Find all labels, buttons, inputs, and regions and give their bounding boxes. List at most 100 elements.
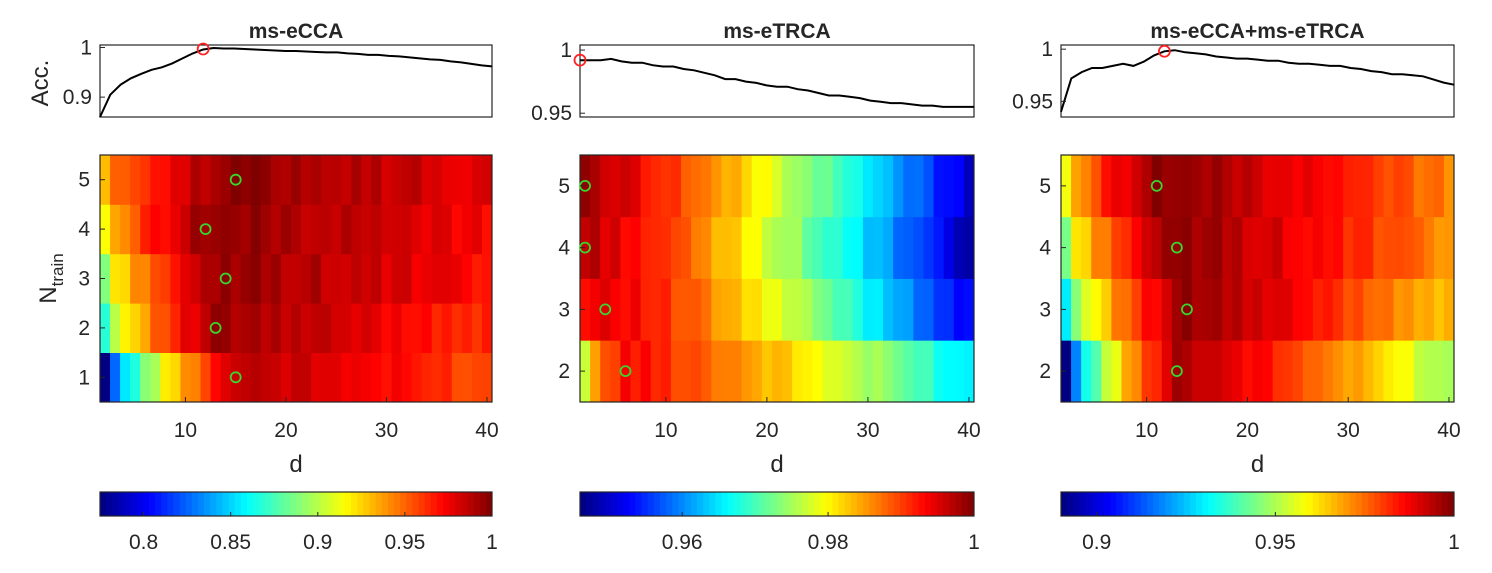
heatmap-cell xyxy=(180,352,191,403)
colorbar-swatch xyxy=(777,492,784,516)
colorbar-swatch xyxy=(826,492,833,516)
colorbar-swatch xyxy=(875,492,883,516)
heatmap-cell xyxy=(100,352,111,403)
heatmap-cell xyxy=(792,155,803,218)
heatmap-cell xyxy=(1121,278,1132,341)
heatmap-cell xyxy=(371,204,382,255)
heatmap-cell xyxy=(842,278,854,341)
heatmap-cell xyxy=(1252,216,1263,279)
x-axis-label: d xyxy=(1251,451,1264,478)
heatmap-cell xyxy=(872,155,884,218)
heatmap-cell xyxy=(451,204,463,255)
heatmap-cell xyxy=(130,253,141,304)
colorbar-tick-label: 0.95 xyxy=(1255,531,1296,554)
heatmap-cell xyxy=(842,155,854,218)
heatmap-cell xyxy=(290,155,302,205)
accuracy-plot: 0.9 1 Acc. xyxy=(27,36,493,118)
colorbar-swatch xyxy=(690,492,698,516)
heatmap-cell xyxy=(1312,155,1324,218)
colorbar-swatch xyxy=(1423,492,1430,516)
heatmap-cell xyxy=(431,155,443,205)
heatmap-cell xyxy=(1413,216,1425,279)
heatmap-cell xyxy=(381,204,392,255)
heatmap-cell xyxy=(1433,340,1445,403)
colorbar-swatch xyxy=(1411,492,1418,516)
heatmap-cell xyxy=(1353,278,1364,341)
heatmap-cell xyxy=(110,155,121,205)
heatmap-cell xyxy=(1343,155,1354,218)
heatmap-cell xyxy=(590,216,601,279)
xtick-label: 30 xyxy=(1337,419,1360,442)
colorbar-swatch xyxy=(485,492,493,516)
heatmap-cell xyxy=(240,155,252,205)
ytick-label: 0.9 xyxy=(63,86,92,109)
heatmap-cell xyxy=(1171,216,1183,279)
heatmap-cells xyxy=(580,155,975,403)
heatmap-cell xyxy=(1161,155,1173,218)
heatmap-cell xyxy=(331,303,342,353)
colorbar-swatch xyxy=(900,492,907,516)
panel-title: ms-eCCA xyxy=(249,20,344,43)
heatmap-cell xyxy=(311,352,322,403)
heatmap-cell xyxy=(260,352,272,403)
heatmap-cell xyxy=(701,155,712,218)
colorbar-swatch xyxy=(1146,492,1154,516)
heatmap-cell xyxy=(1192,216,1203,279)
heatmap-cell xyxy=(341,352,352,403)
ytick-label: 2 xyxy=(78,317,90,340)
heatmap-cell xyxy=(1111,216,1122,279)
heatmap-panel-combined: 2 3 4 5 10 20 30 40 d 0.9 0.95 1 xyxy=(1039,154,1461,554)
colorbar-swatch xyxy=(967,492,975,516)
heatmap-cell xyxy=(240,303,252,353)
heatmap-cell xyxy=(1061,340,1072,403)
colorbar-swatch xyxy=(1245,492,1252,516)
colorbar-swatch xyxy=(240,492,248,516)
colorbar-swatch xyxy=(863,492,870,516)
heatmap-cell xyxy=(630,278,642,341)
heatmap-cell xyxy=(943,340,955,403)
ytick-label: 4 xyxy=(78,218,90,241)
colorbar-swatch xyxy=(635,492,642,516)
colorbar-swatch xyxy=(210,492,217,516)
heatmap-cell xyxy=(250,155,262,205)
colorbar-swatch xyxy=(961,492,969,516)
colorbar-swatch xyxy=(400,492,407,516)
colorbar-swatch xyxy=(795,492,803,516)
colorbar-swatch xyxy=(1110,492,1117,516)
heatmap-cell xyxy=(240,352,252,403)
heatmap-cell xyxy=(580,278,591,341)
heatmap-cell xyxy=(331,155,342,205)
heatmap-cell xyxy=(1091,340,1102,403)
heatmap-cell xyxy=(1443,340,1455,403)
heatmap-cell xyxy=(670,278,682,341)
heatmap-cell xyxy=(260,204,272,255)
heatmap-cell xyxy=(782,340,793,403)
colorbar-swatch xyxy=(412,492,419,516)
heatmap-cell xyxy=(120,155,131,205)
colorbar-swatch xyxy=(832,492,839,516)
heatmap-cell xyxy=(1323,340,1334,403)
accuracy-series-line xyxy=(99,46,493,118)
colorbar-swatch xyxy=(1429,492,1436,516)
heatmap-cell xyxy=(1343,216,1354,279)
colorbar-swatch xyxy=(351,492,358,516)
heatmap-cell xyxy=(721,216,732,279)
colorbar-swatch xyxy=(1159,492,1166,516)
heatmap-cell xyxy=(741,155,753,218)
heatmap-cell xyxy=(1312,340,1324,403)
xtick-label: 20 xyxy=(755,419,778,442)
heatmap-cell xyxy=(792,216,803,279)
best-d-marker xyxy=(1170,241,1183,254)
colorbar-swatch xyxy=(461,492,468,516)
colorbar-swatch xyxy=(449,492,456,516)
heatmap-cell xyxy=(130,204,141,255)
colorbar-tick-label: 1 xyxy=(968,531,980,554)
colorbar-swatch xyxy=(455,492,462,516)
colorbar-swatch xyxy=(647,492,655,516)
colorbar-frame xyxy=(579,491,975,517)
heatmap-cell xyxy=(1403,278,1415,341)
xtick-label: 40 xyxy=(475,419,498,442)
heatmap-cell xyxy=(220,303,232,353)
heatmap-cell xyxy=(110,204,121,255)
heatmap-cell xyxy=(852,155,864,218)
